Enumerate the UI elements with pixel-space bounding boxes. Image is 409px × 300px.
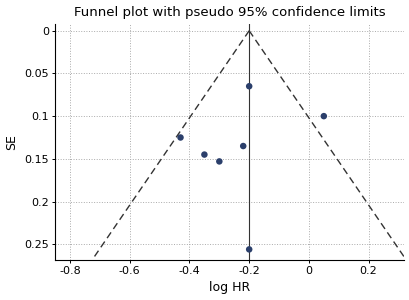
Point [245,84,252,88]
Y-axis label: SE: SE [6,134,18,150]
X-axis label: log HR: log HR [209,281,250,294]
Point [245,247,252,252]
Point [177,135,183,140]
Point [201,152,207,157]
Point [320,114,326,118]
Point [239,144,246,148]
Title: Funnel plot with pseudo 95% confidence limits: Funnel plot with pseudo 95% confidence l… [74,6,384,19]
Point [216,159,222,164]
